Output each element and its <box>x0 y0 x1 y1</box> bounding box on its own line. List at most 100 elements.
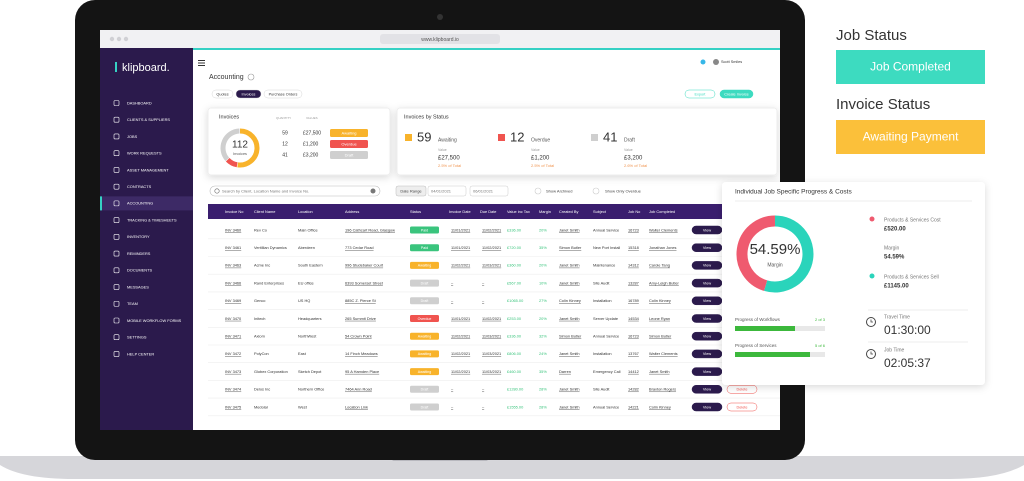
table-cell: Installation <box>593 298 612 303</box>
table-cell: 16723 <box>628 334 639 339</box>
sidebar-icon <box>113 234 120 240</box>
sidebar-icon <box>113 284 120 290</box>
value-caption: Value <box>531 148 540 152</box>
status-label: Draft <box>421 299 429 303</box>
sidebar-icon <box>113 183 120 190</box>
donut-segment <box>237 128 260 168</box>
status-value: £27,500 <box>438 156 460 162</box>
sidebar-item: SETTINGS <box>127 335 147 340</box>
table-cell: £253.00 <box>507 316 522 321</box>
overdue-label: Show Only Overdue <box>605 188 642 193</box>
table-cell: 95 A Hamden Place <box>345 369 379 374</box>
archived-toggle[interactable] <box>534 187 542 195</box>
date-range-button[interactable] <box>395 185 427 197</box>
sidebar-item: DOCUMENTS <box>127 268 152 273</box>
table-cell: Genco <box>254 298 265 303</box>
table-cell: Annual Service <box>593 334 619 339</box>
table-cell: £1280.00 <box>507 387 524 392</box>
travel-label: Travel Time <box>884 314 910 320</box>
date-to-box[interactable] <box>469 185 509 197</box>
status-badge <box>330 129 368 137</box>
url-bar[interactable] <box>380 34 500 44</box>
sidebar-item: TEAM <box>127 301 138 306</box>
job-time-label: Job Time <box>884 347 905 353</box>
table-cell: 28% <box>539 404 547 409</box>
table-cell: Janet Smith <box>649 369 670 374</box>
donut-segment <box>225 157 238 168</box>
donut-caption: Invoices <box>233 152 247 156</box>
table-cell: Rev Co <box>254 227 267 232</box>
table-cell: – <box>451 404 454 409</box>
search-box[interactable] <box>209 185 381 197</box>
action-label: Create Invoice <box>724 92 748 96</box>
delete-button[interactable] <box>726 385 758 394</box>
column-header: Margin <box>539 209 551 214</box>
status-share: 2.5% of Total <box>438 163 461 168</box>
margin-text: 54.59% <box>884 255 905 261</box>
status-pill-label: Job Completed <box>870 60 951 74</box>
column-label: QUANTITY <box>276 116 291 120</box>
table-cell: Amy-Leigh Butler <box>649 280 680 285</box>
button-label: View <box>703 317 711 321</box>
date-from-box[interactable] <box>427 185 467 197</box>
table-cell: £1555.00 <box>507 404 524 409</box>
status-badge <box>410 297 439 305</box>
view-button[interactable] <box>691 385 723 394</box>
column-header: Invoice Date <box>449 209 471 214</box>
table-cell: Janet Smith <box>559 263 580 268</box>
table-cell: INV 3470 <box>225 316 242 321</box>
table-cell: 20% <box>539 227 547 232</box>
status-name: Draft <box>624 137 635 143</box>
status-badge <box>410 261 439 269</box>
window-dot <box>123 36 129 42</box>
cost-value: £520.00 <box>884 227 906 233</box>
info-icon[interactable] <box>247 73 255 81</box>
table-cell: Initech <box>254 316 265 321</box>
sidebar-item: TRACKING & TIMESHEETS <box>127 217 177 222</box>
delete-button[interactable] <box>726 402 758 412</box>
table-cell: East <box>298 351 307 356</box>
overdue-toggle[interactable] <box>592 187 600 195</box>
view-button[interactable] <box>691 402 723 412</box>
sidebar-item: MOBILE WORKFLOW FORMS <box>127 318 182 323</box>
table-cell: Annual Service <box>593 404 619 409</box>
table-cell: Site Audit <box>593 280 610 285</box>
avatar[interactable] <box>713 59 719 65</box>
table-cell: EU office <box>298 280 314 285</box>
tab[interactable] <box>211 89 234 99</box>
table-cell: INV 3469 <box>225 298 241 303</box>
status-badge <box>410 315 439 322</box>
table-cell: £360.00 <box>507 263 522 268</box>
job-time: 02:05:37 <box>884 356 931 370</box>
action-button[interactable] <box>684 89 716 99</box>
donut-total: 112 <box>232 140 248 151</box>
table-cell: 28% <box>539 387 547 392</box>
status-label: Awaiting <box>418 264 432 268</box>
value: £27,500 <box>303 130 321 136</box>
value: £1,200 <box>303 141 319 147</box>
date-to: 06/01/2021 <box>473 188 494 193</box>
hamburger-line <box>198 65 205 66</box>
tab[interactable] <box>263 89 303 99</box>
table-cell: INV 3471 <box>225 334 241 339</box>
status-label: Awaiting <box>418 352 432 356</box>
tab[interactable] <box>235 89 262 99</box>
status-badge <box>330 151 368 159</box>
table-cell: 11/01/2021 <box>451 316 470 321</box>
action-button[interactable] <box>719 89 754 99</box>
notification-dot[interactable] <box>700 59 706 65</box>
clear-icon[interactable] <box>370 188 376 194</box>
status-card <box>396 107 778 176</box>
clock-icon <box>866 317 876 327</box>
table-cell: 16723 <box>628 227 639 232</box>
progress-label: Progress of Services <box>735 343 777 348</box>
margin-value: 54.59% <box>750 241 801 258</box>
table-cell: 11/02/2021 <box>482 227 501 232</box>
button-label: View <box>703 352 711 356</box>
button-label: View <box>703 246 711 250</box>
table-cell: 11/02/2021 <box>482 245 501 250</box>
table-cell: Colin Kinney <box>649 298 671 303</box>
user-name[interactable]: Scott Smiles <box>721 60 742 64</box>
hamburger[interactable] <box>198 60 205 66</box>
column-header: Job No <box>628 209 640 214</box>
